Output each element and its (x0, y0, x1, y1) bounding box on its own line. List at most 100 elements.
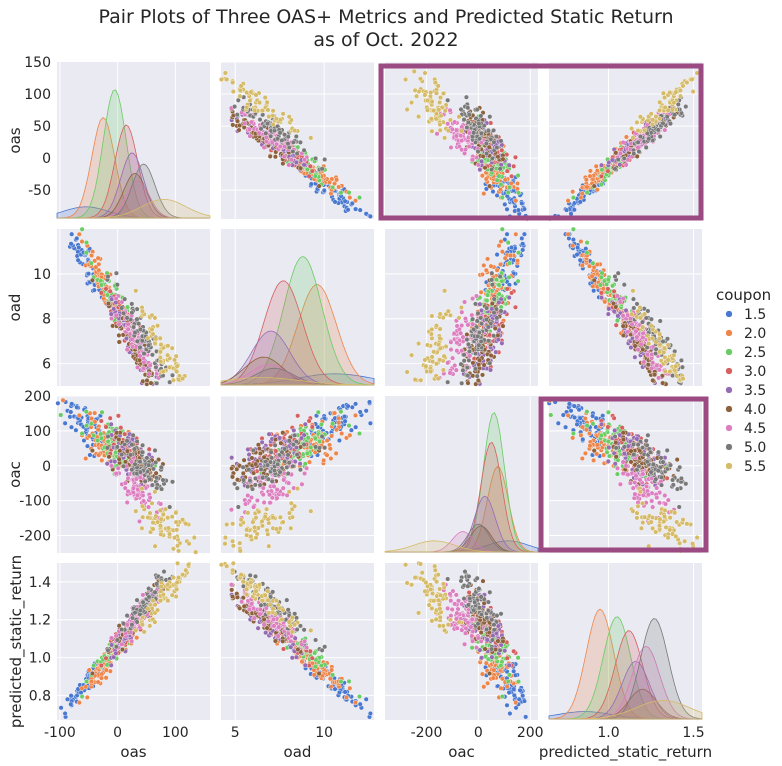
scatter-point (266, 431, 272, 437)
scatter-point (634, 334, 640, 340)
scatter-point (464, 337, 470, 343)
scatter-point (418, 377, 424, 383)
scatter-point (488, 353, 494, 359)
scatter-point (104, 445, 110, 451)
scatter-point (463, 146, 469, 152)
scatter-point (88, 421, 94, 427)
scatter-point (249, 455, 255, 461)
scatter-point (86, 433, 92, 439)
scatter-point (462, 299, 468, 305)
scatter-point (264, 99, 270, 105)
scatter-point (265, 462, 271, 468)
scatter-point (68, 241, 74, 247)
scatter-point (404, 106, 410, 112)
scatter-point (171, 535, 177, 541)
scatter-point (437, 357, 443, 363)
scatter-point (477, 167, 483, 173)
scatter-point (484, 151, 490, 157)
scatter-point (445, 97, 451, 103)
scatter-point (598, 173, 604, 179)
scatter-point (470, 157, 476, 163)
scatter-point (506, 274, 512, 280)
scatter-point (637, 114, 643, 120)
scatter-point (448, 347, 454, 353)
scatter-point (671, 352, 677, 358)
scatter-point (103, 424, 109, 430)
scatter-point (128, 452, 134, 458)
scatter-point (122, 480, 128, 486)
scatter-point (499, 195, 505, 201)
scatter-point (458, 305, 464, 311)
scatter-point (263, 130, 269, 136)
scatter-point (302, 471, 308, 477)
scatter-point (290, 463, 296, 469)
scatter-point (665, 107, 671, 113)
scatter-point (491, 296, 497, 302)
scatter-point (272, 154, 278, 160)
scatter-point (655, 127, 661, 133)
scatter-point (498, 187, 504, 193)
scatter-point (146, 446, 152, 452)
scatter-point (149, 482, 155, 488)
scatter-point (660, 90, 666, 96)
scatter-point (640, 335, 646, 341)
panel-oas-vs-oac (385, 61, 538, 222)
scatter-point (76, 244, 82, 250)
scatter-point (218, 76, 224, 82)
scatter-point (158, 501, 164, 507)
scatter-point (259, 108, 265, 114)
scatter-point (230, 79, 236, 85)
scatter-point (278, 440, 284, 446)
scatter-point (598, 290, 604, 296)
scatter-point (476, 362, 482, 368)
scatter-point (499, 249, 505, 255)
scatter-point (441, 353, 447, 359)
scatter-point (353, 198, 359, 204)
scatter-point (277, 435, 283, 441)
scatter-point (473, 301, 479, 307)
scatter-point (258, 126, 264, 132)
scatter-point (496, 243, 502, 249)
scatter-point (144, 455, 150, 461)
scatter-point (234, 118, 240, 124)
scatter-point (570, 237, 576, 243)
scatter-point (191, 535, 197, 541)
scatter-point (594, 168, 600, 174)
scatter-point (119, 305, 125, 311)
scatter-point (319, 434, 325, 440)
scatter-point (257, 117, 263, 123)
scatter-point (267, 492, 273, 498)
scatter-point (146, 342, 152, 348)
scatter-point (334, 177, 340, 183)
scatter-point (167, 504, 173, 510)
scatter-point (280, 430, 286, 436)
scatter-point (566, 235, 572, 241)
scatter-point (154, 380, 160, 386)
scatter-point (150, 331, 156, 337)
scatter-point (160, 477, 166, 483)
pairplot-panels: -50050100150oas6810oad-200-1000100200oac… (6, 55, 712, 762)
scatter-point (648, 323, 654, 329)
scatter-point (640, 347, 646, 353)
scatter-point (282, 132, 288, 138)
scatter-point (60, 397, 66, 403)
scatter-point (251, 504, 257, 510)
scatter-point (304, 465, 310, 471)
scatter-point (495, 154, 501, 160)
scatter-point (118, 425, 124, 431)
scatter-point (459, 380, 465, 386)
scatter-point (591, 183, 597, 189)
scatter-point (612, 274, 618, 280)
scatter-point (347, 195, 353, 201)
scatter-point (357, 431, 363, 437)
scatter-point (327, 179, 333, 185)
scatter-point (295, 486, 301, 492)
scatter-point (487, 114, 493, 120)
scatter-point (594, 262, 600, 268)
scatter-point (481, 262, 487, 268)
scatter-point (631, 151, 637, 157)
scatter-point (158, 359, 164, 365)
ytick-label-oac: -200 (19, 529, 51, 545)
scatter-point (266, 114, 272, 120)
scatter-point (342, 198, 348, 204)
